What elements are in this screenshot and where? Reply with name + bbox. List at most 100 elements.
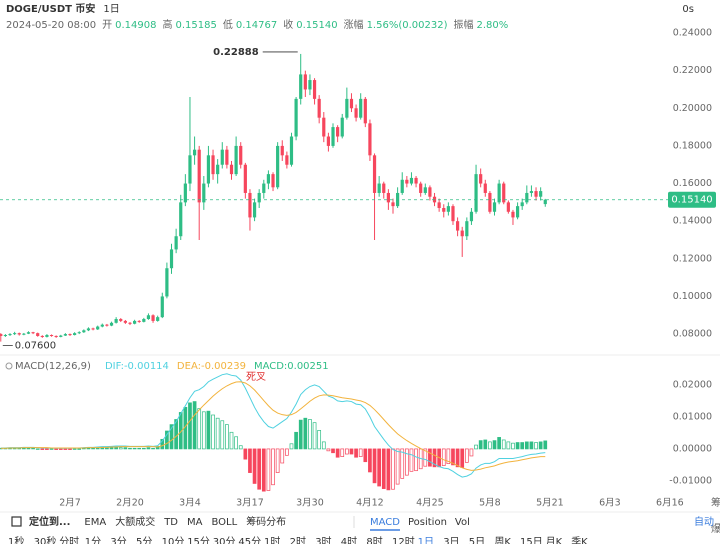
indicator-button[interactable]: 大额成交	[115, 515, 155, 528]
macd-bar	[414, 448, 418, 472]
ohlc-field-label: 振幅	[454, 18, 474, 31]
indicator-button[interactable]: EMA	[84, 517, 106, 528]
timeframe-button[interactable]: 30分	[213, 536, 236, 544]
timeframe-button[interactable]: 30秒	[34, 535, 57, 544]
timeframe-button[interactable]: 分时	[59, 536, 79, 544]
timeframe-button[interactable]: 1分	[85, 536, 101, 544]
date-tick-label: 6月16	[656, 498, 684, 509]
timeframe-button[interactable]: 4时	[341, 536, 357, 544]
timeframe-button[interactable]: 8时	[366, 536, 382, 544]
candle-body	[511, 211, 515, 218]
macd-legend-item: DEA:-0.00239	[177, 361, 246, 372]
candle-body	[183, 183, 187, 203]
indicator-button[interactable]: BOLL	[211, 517, 237, 528]
timeframe-button[interactable]: 2时	[290, 536, 306, 544]
timeframe-button[interactable]: 15日	[520, 537, 543, 544]
ohlc-field-value: 0.14767	[236, 20, 277, 31]
auto-button[interactable]: 自动	[694, 515, 714, 528]
macd-bar	[432, 448, 437, 468]
macd-bar	[72, 448, 77, 450]
macd-bar	[520, 442, 525, 450]
date-tick-label: 5月21	[536, 498, 564, 509]
timeframe-button[interactable]: 周K	[494, 536, 511, 544]
timeframe-button[interactable]: 45分	[238, 536, 261, 544]
price-tick-label: 0.10000	[673, 291, 712, 302]
sub-indicator-button[interactable]: Vol	[455, 517, 470, 528]
macd-bar	[446, 448, 451, 464]
indicator-button[interactable]: TD	[163, 517, 178, 528]
candle-body	[349, 98, 354, 109]
date-tick-label: 2月20	[116, 498, 144, 509]
macd-bar	[363, 448, 368, 463]
timeframe-button[interactable]: 3时	[315, 536, 331, 544]
timeframe-button[interactable]: 12时	[392, 536, 415, 544]
timeframe-button[interactable]: 月K	[546, 536, 563, 544]
macd-title: MACD(12,26,9)	[15, 361, 91, 372]
timeframe-button[interactable]: 15分	[187, 536, 210, 544]
sub-indicator-button[interactable]: MACD	[370, 517, 400, 528]
macd-bar	[428, 448, 432, 467]
macd-bar	[128, 447, 132, 450]
macd-bar	[31, 447, 35, 450]
candle-body	[22, 333, 26, 335]
timeframe-button[interactable]: 3分	[110, 536, 126, 544]
macd-bar	[455, 448, 460, 468]
macd-bar	[317, 430, 322, 450]
macd-bar	[22, 447, 26, 450]
timeframe-button[interactable]: 5日	[469, 537, 485, 544]
ohlc-date: 2024-05-20 08:00	[6, 20, 96, 31]
candle-body	[114, 319, 118, 323]
candle-body	[363, 98, 367, 124]
ohlc-field-label: 低	[223, 18, 233, 31]
macd-bar	[524, 441, 529, 450]
macd-bar	[40, 448, 45, 450]
macd-bar	[285, 448, 289, 456]
candle-body	[216, 164, 220, 175]
timeframe-button[interactable]: 1时	[264, 536, 280, 544]
locate-icon[interactable]	[11, 516, 22, 527]
candle-body	[405, 179, 409, 184]
candle-body	[414, 177, 418, 184]
indicator-button[interactable]: 筹码分布	[246, 515, 286, 528]
macd-bar	[506, 441, 511, 450]
sub-indicator-button[interactable]: Position	[408, 517, 447, 528]
candle-body	[156, 317, 160, 321]
candle-body	[303, 74, 307, 90]
timeframe-button[interactable]: 5分	[136, 536, 152, 544]
interval-selector[interactable]: 1日	[103, 4, 119, 15]
candle-body	[105, 324, 109, 326]
macd-bar	[404, 448, 409, 476]
timeframe-button[interactable]: 3日	[443, 537, 459, 544]
timeframe-button[interactable]: 季K	[571, 536, 588, 544]
candle-body	[202, 183, 206, 203]
locate-button[interactable]: 定位到...	[29, 515, 70, 528]
macd-bar	[77, 448, 82, 450]
candle-body	[391, 202, 395, 207]
macd-tick-label: 0.00000	[673, 443, 712, 454]
candle-body	[455, 221, 460, 231]
macd-bar	[345, 448, 349, 455]
macd-bar	[335, 448, 340, 458]
side-button[interactable]: 爆	[711, 523, 720, 535]
candle-body	[137, 320, 141, 322]
timeframe-button[interactable]: 1秒	[8, 535, 24, 544]
macd-settings-icon[interactable]	[5, 362, 13, 370]
macd-bar	[483, 439, 488, 450]
macd-tick-label: 0.01000	[673, 411, 712, 422]
candle-body	[73, 333, 77, 336]
macd-bar	[358, 448, 363, 457]
candle-body	[409, 177, 414, 184]
timeframe-button[interactable]: 10分	[162, 536, 185, 544]
ohlc-field-label: 开	[102, 20, 112, 31]
timeframe-button[interactable]: 1日	[418, 537, 434, 544]
ohlc-field-value: 0.15185	[175, 20, 216, 31]
candle-body	[497, 183, 501, 203]
indicator-button[interactable]: MA	[187, 517, 203, 528]
macd-bar	[86, 447, 91, 450]
price-tick-label: 0.08000	[673, 329, 712, 340]
side-button[interactable]: 筹	[711, 496, 720, 509]
candle-body	[271, 174, 275, 188]
ohlc-field-value: 0.15140	[296, 20, 337, 31]
macd-bar	[538, 441, 543, 450]
